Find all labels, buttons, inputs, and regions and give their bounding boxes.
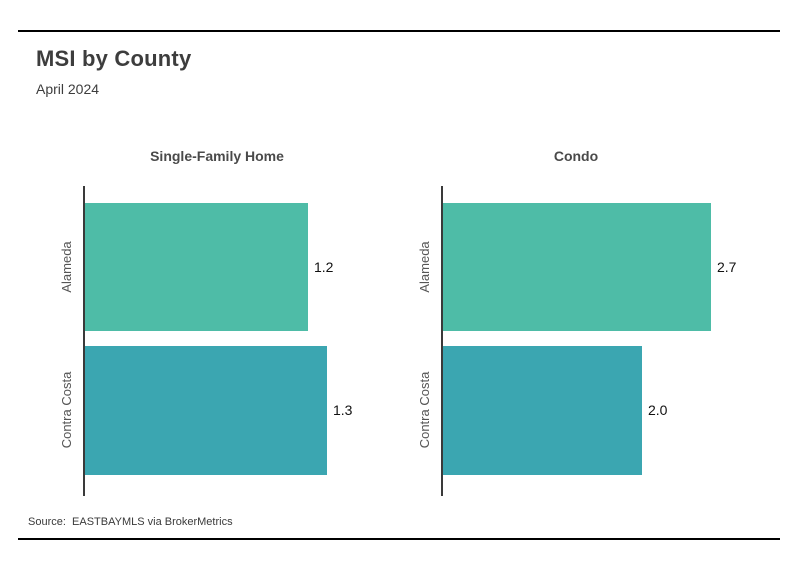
chart1-bar-contra-costa [85,346,327,475]
chart2-bar-alameda [443,203,711,331]
chart1-value-label-contra-costa: 1.3 [333,402,353,418]
chart1-y-axis-line [83,186,85,496]
chart1-category-label-contra-costa: Contra Costa [59,371,74,449]
chart-title-condo: Condo [553,148,599,164]
bottom-rule [18,538,780,540]
chart2-value-label-contra-costa: 2.0 [648,402,668,418]
top-rule [18,30,780,32]
chart1-value-label-alameda: 1.2 [314,259,334,275]
chart2-value-label-alameda: 2.7 [717,259,737,275]
chart1-category-label-alameda: Alameda [59,241,74,293]
chart1-bar-alameda [85,203,308,331]
page-subtitle: April 2024 [36,81,100,97]
chart2-category-label-contra-costa: Contra Costa [417,371,432,449]
chart2-bar-contra-costa [443,346,642,475]
source-caption: Source: EASTBAYMLS via BrokerMetrics [28,516,233,528]
chart2-category-label-alameda: Alameda [417,241,432,293]
chart2-y-axis-line [441,186,443,496]
chart-title-single-family: Single-Family Home [150,148,284,164]
page-title: MSI by County [36,46,192,71]
